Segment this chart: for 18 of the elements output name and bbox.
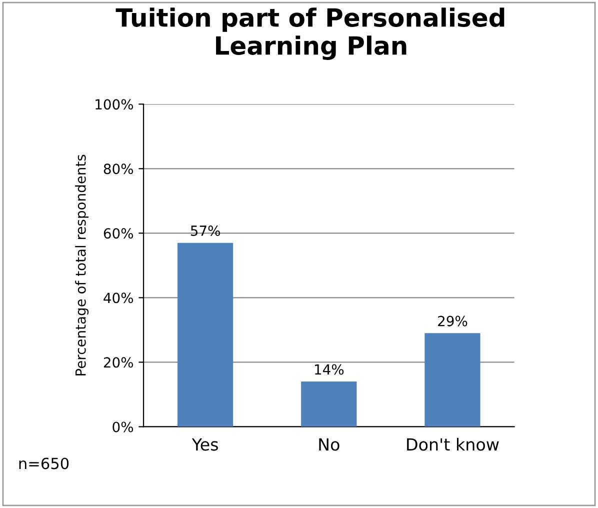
y-tick-label: 0% xyxy=(112,422,134,432)
y-tick-label: 60% xyxy=(104,228,134,239)
y-tick-label: 80% xyxy=(104,164,134,174)
bar xyxy=(178,242,234,427)
y-tick-label: 20% xyxy=(104,357,134,368)
bar xyxy=(301,382,357,427)
x-tick-label: Yes xyxy=(192,438,218,451)
text: n=650 xyxy=(19,458,69,470)
y-axis-title: Percentage of total respondents xyxy=(75,154,89,376)
data-label: 29% xyxy=(438,316,468,326)
y-tick-label: 40% xyxy=(104,292,134,304)
x-tick-label: Don't know xyxy=(407,438,499,451)
x-tick-label: No xyxy=(319,438,340,451)
y-tick-label: 100% xyxy=(96,99,134,110)
data-label: 14% xyxy=(314,364,344,375)
chart-title: Tuition part of Personalised Learning Plan xyxy=(116,8,504,60)
bar xyxy=(424,333,480,427)
data-label: 57% xyxy=(190,225,220,236)
